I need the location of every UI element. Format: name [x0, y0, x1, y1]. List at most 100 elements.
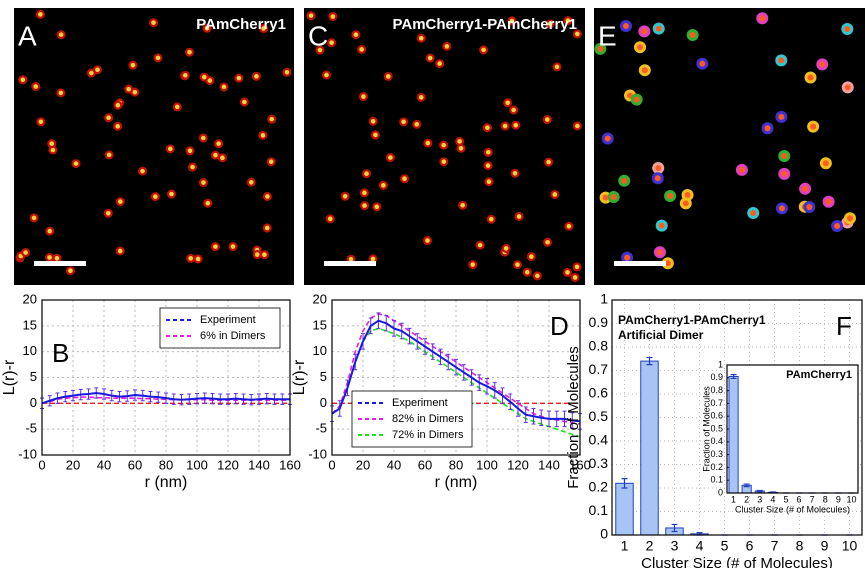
- molecule: [825, 198, 832, 205]
- y-axis-label: L(r)-r: [291, 359, 308, 395]
- molecule: [284, 70, 290, 75]
- x-tick-label: 9: [836, 494, 841, 504]
- molecule: [604, 135, 611, 142]
- x-tick-label: 80: [449, 457, 463, 472]
- molecule: [524, 269, 530, 275]
- molecule: [505, 100, 510, 106]
- molecule: [385, 74, 391, 79]
- molecule: [38, 119, 44, 125]
- molecule: [183, 73, 188, 78]
- molecule: [213, 152, 218, 158]
- molecule: [327, 216, 333, 222]
- molecule: [188, 256, 193, 261]
- x-tick-label: 4: [770, 494, 775, 504]
- y-tick-label: 0.8: [589, 338, 609, 354]
- molecule: [268, 159, 274, 165]
- molecule: [488, 216, 494, 222]
- molecule: [689, 31, 696, 38]
- y-tick-label: 0.4: [589, 432, 609, 448]
- y-tick-label: 0.1: [589, 502, 609, 518]
- x-tick-label: 5: [783, 494, 788, 504]
- molecule: [485, 125, 490, 131]
- molecule: [130, 62, 136, 68]
- y-axis-label: Fraction of Molecules: [565, 346, 582, 489]
- x-tick-label: 160: [569, 457, 591, 472]
- panel-letter: D: [550, 311, 569, 341]
- x-tick-label: 3: [757, 494, 762, 504]
- x-tick-label: 9: [821, 538, 829, 554]
- x-tick-label: 10: [842, 538, 858, 554]
- molecule: [574, 264, 580, 270]
- y-tick-label: 0.9: [589, 314, 609, 330]
- molecule: [654, 175, 661, 182]
- molecule: [361, 94, 366, 99]
- y-tick-label: 20: [313, 291, 327, 306]
- x-tick-label: 100: [476, 457, 498, 472]
- molecule: [485, 163, 491, 168]
- molecule: [204, 25, 210, 31]
- molecule: [207, 78, 213, 83]
- molecule: [822, 160, 829, 167]
- molecule: [49, 141, 55, 146]
- y-tick-label: 0.7: [589, 361, 609, 377]
- molecule: [54, 255, 60, 261]
- y-tick-label: 0.3: [710, 449, 723, 459]
- molecule: [50, 147, 56, 153]
- molecule: [418, 35, 424, 41]
- molecule: [806, 203, 813, 210]
- x-tick-label: 60: [128, 457, 142, 472]
- molecule: [552, 192, 558, 197]
- molecule: [667, 192, 674, 199]
- molecule: [460, 202, 465, 208]
- molecule: [502, 123, 508, 129]
- molecule: [834, 223, 841, 230]
- molecule: [353, 32, 359, 37]
- axes-frame: [331, 299, 581, 456]
- molecule: [31, 215, 37, 221]
- molecule: [265, 194, 270, 199]
- molecule: [89, 70, 94, 76]
- x-tick-label: 10: [846, 494, 856, 504]
- axes-frame: [611, 299, 863, 536]
- molecule: [221, 84, 227, 90]
- x-axis-label: r (nm): [435, 474, 478, 491]
- molecule: [115, 124, 120, 129]
- molecule: [213, 244, 218, 249]
- error-bar: [756, 489, 763, 493]
- molecule: [242, 99, 247, 105]
- molecule: [169, 191, 174, 197]
- micrograph: [594, 8, 865, 285]
- x-tick-label: 0: [38, 457, 45, 472]
- molecule: [477, 242, 483, 248]
- y-tick-label: 20: [23, 291, 37, 306]
- error-bar: [621, 478, 628, 489]
- molecule: [264, 225, 270, 231]
- molecule: [418, 95, 424, 100]
- molecule: [117, 199, 123, 204]
- molecule: [324, 72, 329, 78]
- molecule: [802, 185, 809, 192]
- molecule: [140, 168, 145, 174]
- molecule: [68, 268, 73, 274]
- x-tick-label: 120: [507, 457, 529, 472]
- x-tick-label: 6: [746, 538, 754, 554]
- molecule: [425, 140, 431, 146]
- molecule: [23, 250, 28, 255]
- molecule: [545, 239, 550, 245]
- molecule: [167, 146, 173, 152]
- molecule: [254, 74, 259, 79]
- x-axis-label: Cluster Size (# of Molecules): [641, 555, 833, 568]
- x-tick-label: 0: [328, 457, 335, 472]
- inset-background: [727, 365, 858, 493]
- molecule: [20, 77, 26, 83]
- molecule: [414, 122, 420, 127]
- y-tick-label: 15: [313, 317, 327, 332]
- molecule: [810, 123, 817, 130]
- x-tick-label: 7: [810, 494, 815, 504]
- chart-title: PAmCherry1-PAmCherry1: [618, 313, 766, 327]
- molecule: [73, 161, 79, 166]
- y-tick-label: 0.2: [589, 479, 609, 495]
- molecule: [778, 205, 785, 212]
- y-tick-label: 0.6: [589, 385, 609, 401]
- molecule: [370, 118, 376, 124]
